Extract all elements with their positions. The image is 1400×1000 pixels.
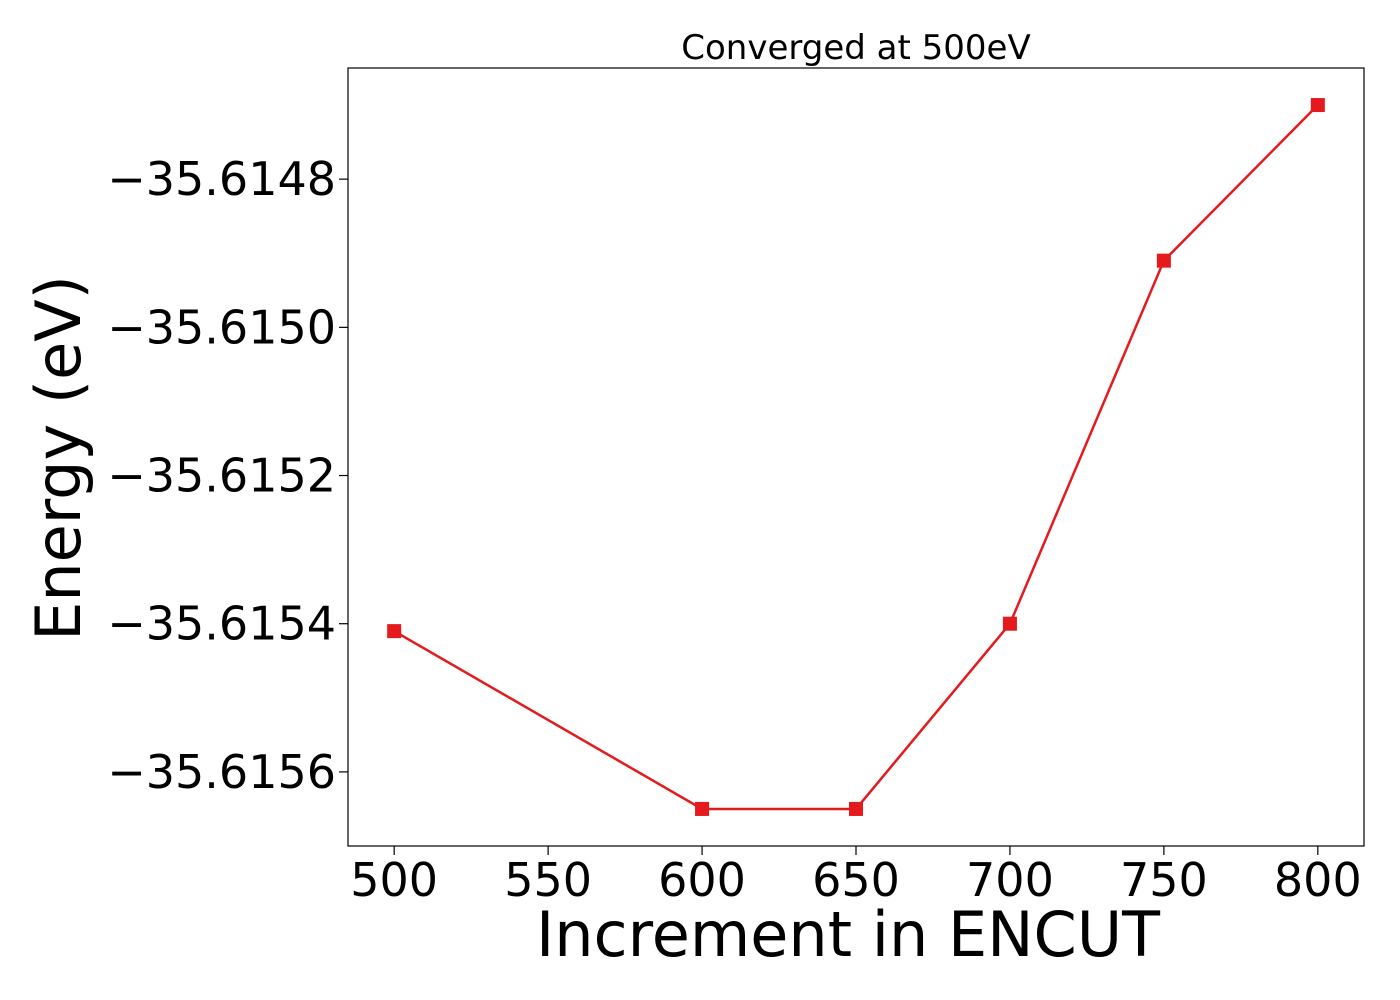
data-point-marker [1002,616,1017,631]
chart-title: Converged at 500eV [681,28,1030,68]
data-point-marker [1156,253,1171,268]
series-layer [387,98,1325,816]
x-tick-label: 500 [350,853,438,907]
data-point-marker [1310,98,1325,113]
y-tick-label: −35.6148 [107,152,336,206]
x-tick-label: 650 [812,853,900,907]
y-axis-label: Energy (eV) [22,275,95,641]
x-tick-label: 700 [966,853,1054,907]
y-tick-label: −35.6150 [107,300,336,354]
y-axis-ticks: −35.6148 −35.6150 −35.6152 −35.6154 −35.6156 [107,152,348,799]
data-point-marker [849,801,863,816]
y-tick-label: −35.6156 [107,745,336,799]
x-axis-ticks: 500 550 600 650 700 750 800 [350,846,1362,907]
x-axis-label: Increment in ENCUT [536,898,1161,971]
x-tick-label: 750 [1120,853,1208,907]
data-point-marker [387,624,402,639]
x-tick-label: 800 [1274,853,1362,907]
data-point-marker [695,801,710,816]
plot-area-frame [347,67,1365,847]
series-line [393,104,1319,811]
x-tick-label: 550 [504,853,592,907]
x-tick-label: 600 [658,853,746,907]
y-tick-label: −35.6154 [107,597,336,651]
y-tick-label: −35.6152 [107,449,336,503]
